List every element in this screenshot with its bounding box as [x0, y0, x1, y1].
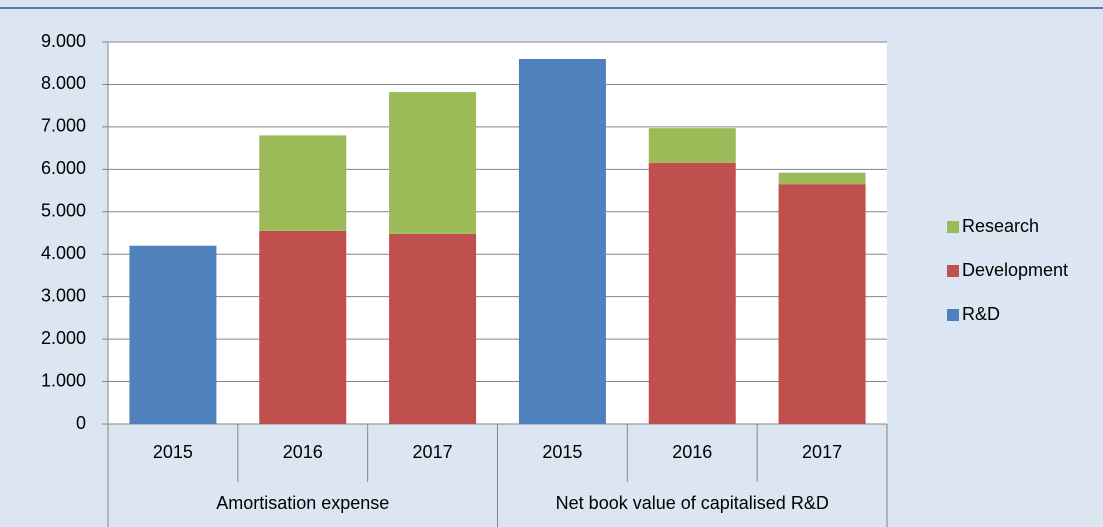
- y-tick-label: 6.000: [41, 158, 86, 178]
- bar-segment: [778, 172, 866, 185]
- bar-segment: [648, 162, 736, 424]
- x-tick-label: 2016: [672, 442, 712, 462]
- y-tick-label: 7.000: [41, 116, 86, 136]
- bar-segment: [259, 230, 347, 424]
- y-tick-label: 3.000: [41, 285, 86, 305]
- y-tick-label: 4.000: [41, 243, 86, 263]
- y-tick-label: 2.000: [41, 328, 86, 348]
- legend-swatch: [947, 265, 959, 277]
- y-tick-label: 0: [76, 413, 86, 433]
- bar-segment: [389, 233, 477, 424]
- y-tick-label: 1.000: [41, 370, 86, 390]
- group-label: Net book value of capitalised R&D: [556, 493, 829, 513]
- y-tick-label: 5.000: [41, 201, 86, 221]
- y-tick-label: 8.000: [41, 73, 86, 93]
- bar-segment: [259, 135, 347, 231]
- legend-swatch: [947, 309, 959, 321]
- x-tick-label: 2016: [283, 442, 323, 462]
- plot-area: [108, 42, 887, 424]
- y-tick-label: 9.000: [41, 31, 86, 51]
- x-tick-label: 2017: [802, 442, 842, 462]
- legend-label: Development: [962, 260, 1068, 280]
- x-tick-label: 2017: [413, 442, 453, 462]
- x-tick-label: 2015: [153, 442, 193, 462]
- bar-segment: [389, 92, 477, 234]
- bar-segment: [778, 184, 866, 424]
- bar-segment: [518, 58, 606, 424]
- legend-label: Research: [962, 216, 1039, 236]
- legend-swatch: [947, 221, 959, 233]
- legend-label: R&D: [962, 304, 1000, 324]
- bar-segment: [129, 245, 217, 424]
- group-label: Amortisation expense: [216, 493, 389, 513]
- x-tick-label: 2015: [542, 442, 582, 462]
- bar-segment: [648, 128, 736, 163]
